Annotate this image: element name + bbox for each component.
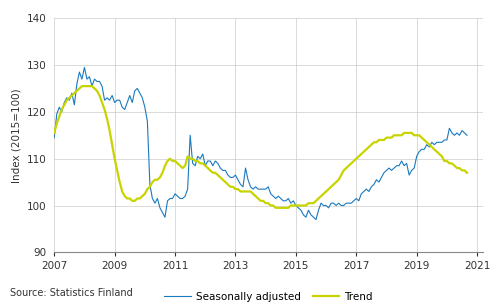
- Seasonally adjusted: [102, 98, 107, 102]
- Line: Seasonally adjusted: Seasonally adjusted: [54, 67, 467, 219]
- Trend: [64, 98, 70, 102]
- Trend: [376, 138, 382, 142]
- Trend: [79, 84, 85, 88]
- Y-axis label: Index (2015=100): Index (2015=100): [11, 88, 21, 183]
- Seasonally adjusted: [376, 180, 382, 184]
- Trend: [51, 131, 57, 135]
- Seasonally adjusted: [81, 66, 87, 69]
- Seasonally adjusted: [51, 136, 57, 140]
- Trend: [336, 178, 342, 181]
- Seasonally adjusted: [464, 133, 470, 137]
- Seasonally adjusted: [64, 96, 70, 100]
- Seasonally adjusted: [313, 218, 319, 221]
- Trend: [273, 206, 279, 210]
- Trend: [94, 89, 100, 93]
- Seasonally adjusted: [94, 80, 100, 83]
- Seasonally adjusted: [205, 159, 211, 163]
- Trend: [205, 166, 211, 170]
- Trend: [464, 171, 470, 174]
- Line: Trend: Trend: [54, 86, 467, 208]
- Seasonally adjusted: [336, 201, 342, 205]
- Legend: Seasonally adjusted, Trend: Seasonally adjusted, Trend: [160, 288, 377, 304]
- Trend: [102, 108, 107, 111]
- Text: Source: Statistics Finland: Source: Statistics Finland: [10, 288, 133, 298]
